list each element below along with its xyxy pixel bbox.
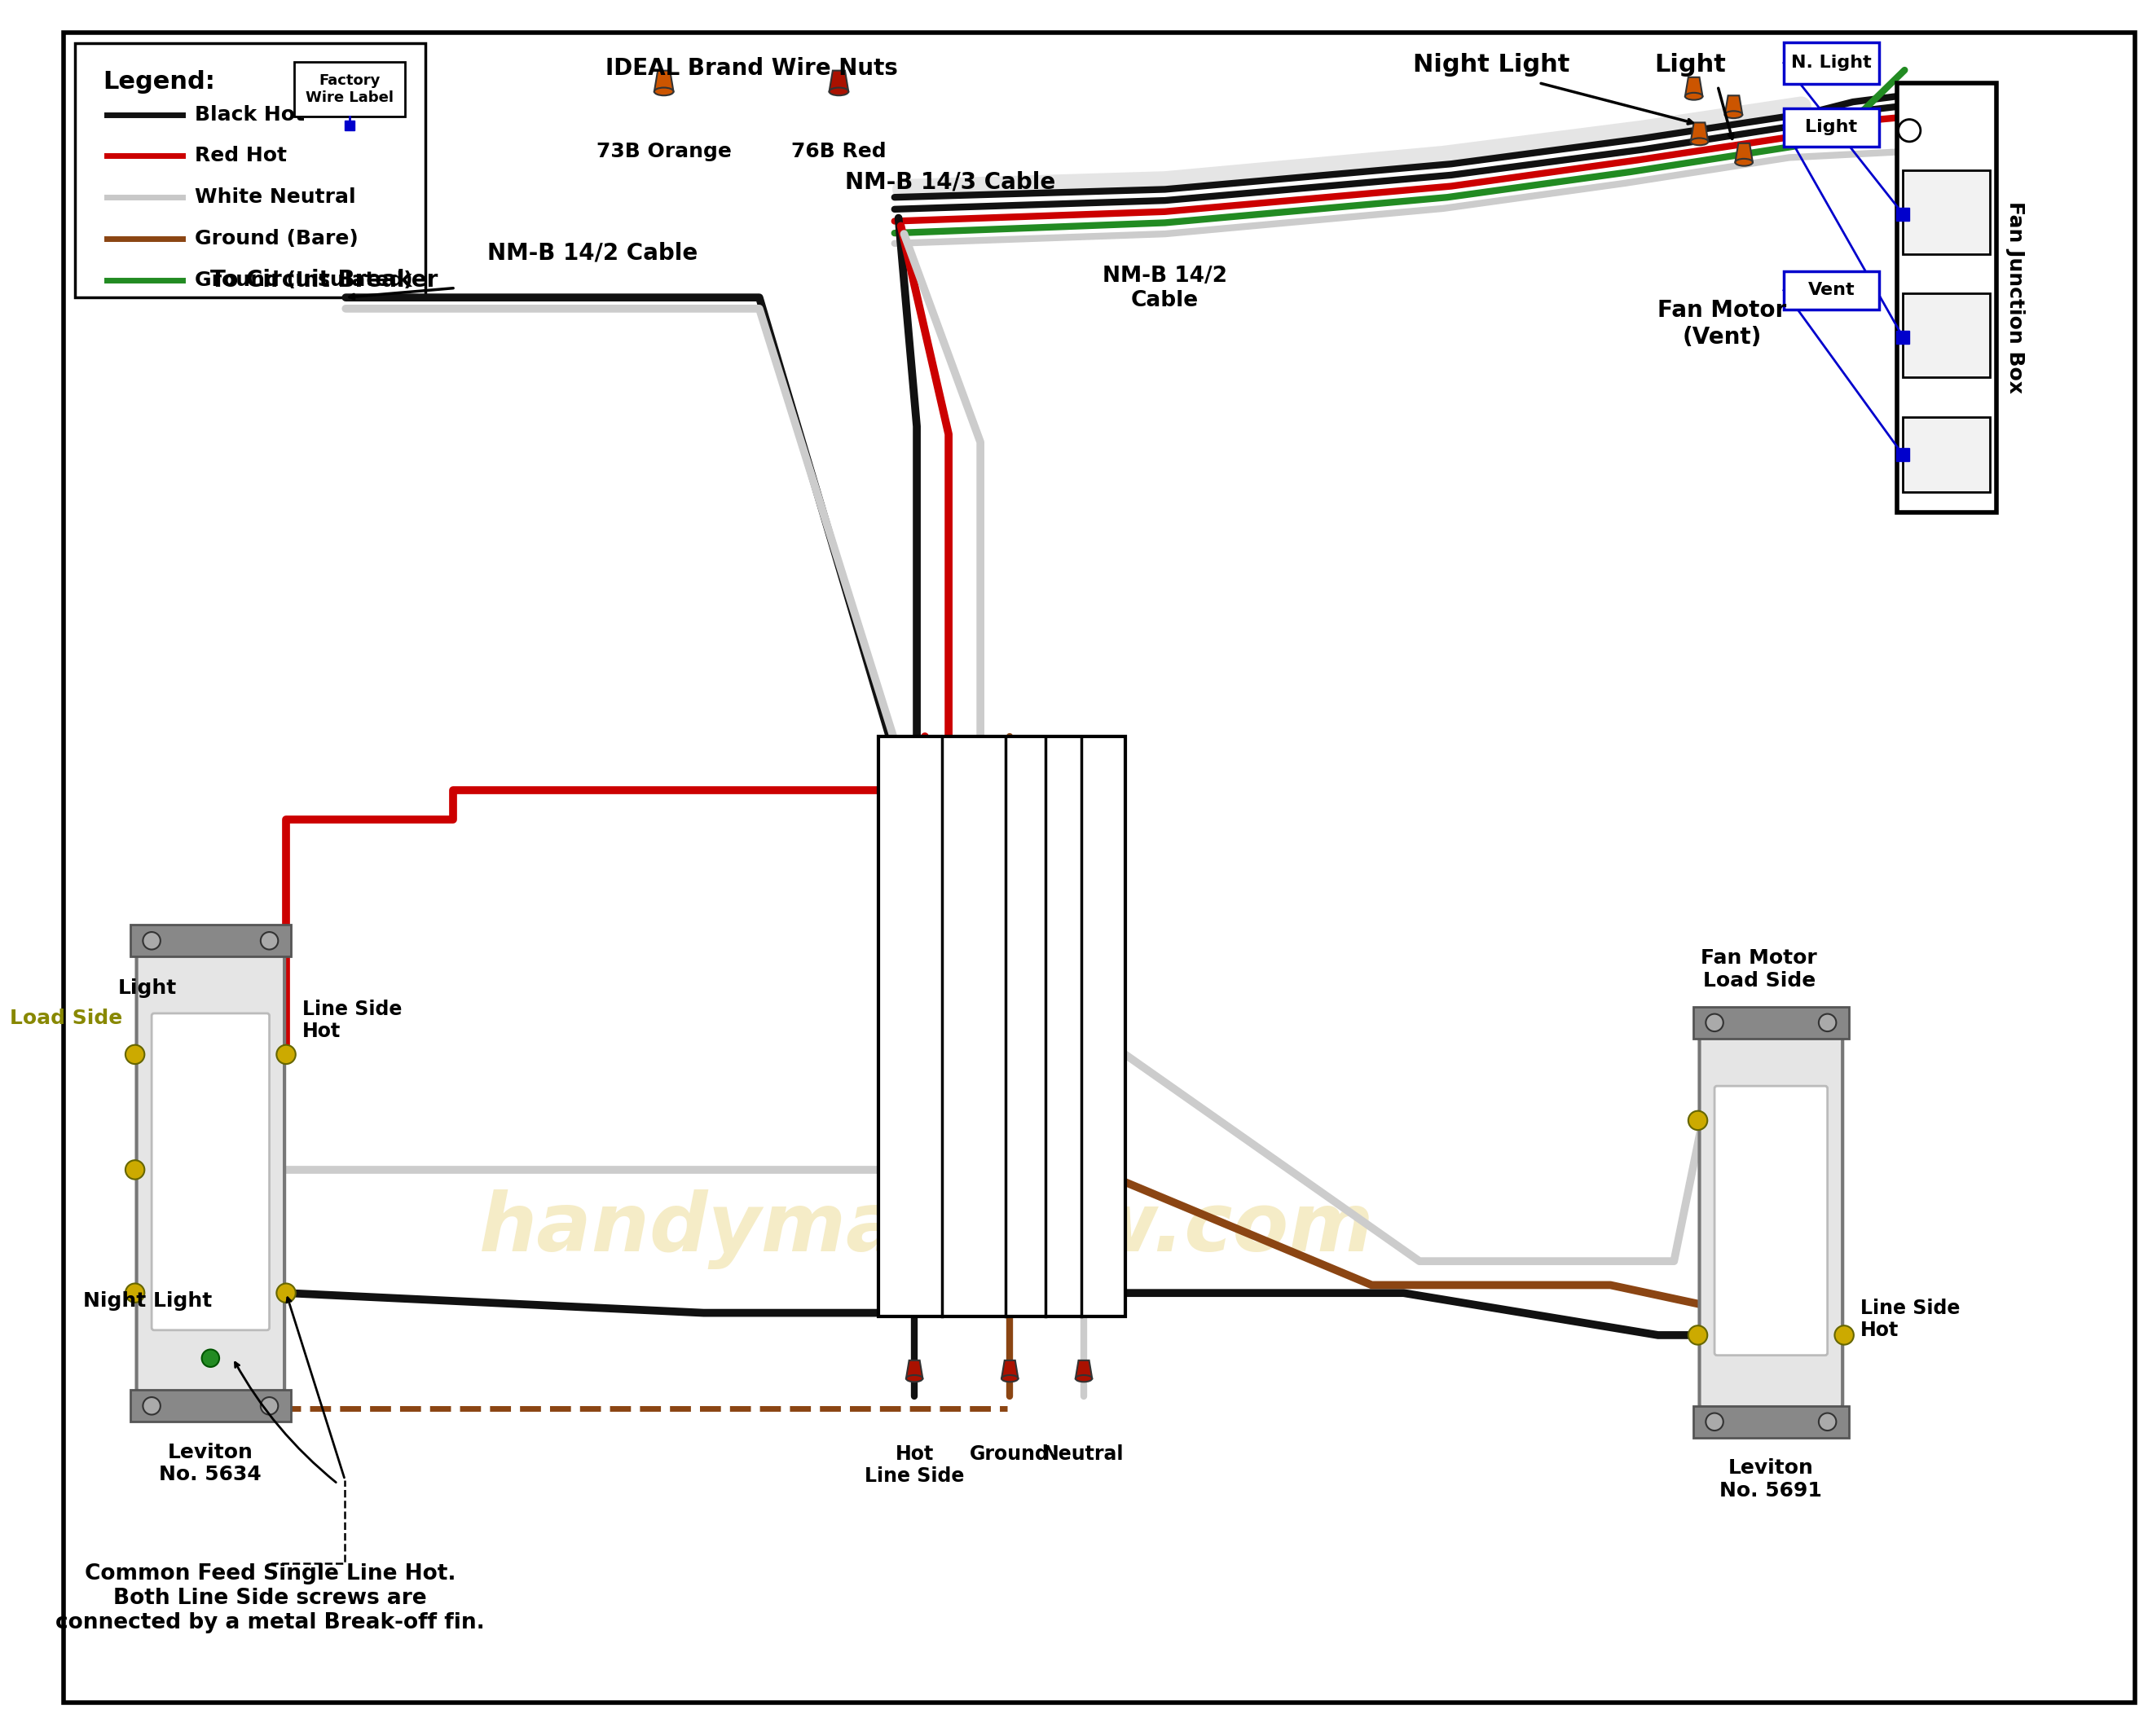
Circle shape (144, 932, 161, 950)
Text: 73B Orange: 73B Orange (597, 142, 732, 161)
FancyBboxPatch shape (131, 925, 290, 957)
Text: N. Light: N. Light (1791, 56, 1871, 71)
Text: Fan Motor
(Vent): Fan Motor (Vent) (1658, 299, 1787, 349)
Polygon shape (655, 71, 674, 92)
Text: Night Light: Night Light (1413, 52, 1570, 76)
Circle shape (1688, 1111, 1708, 1130)
Circle shape (277, 1045, 296, 1064)
Circle shape (125, 1283, 144, 1302)
Circle shape (260, 1397, 277, 1415)
Polygon shape (1690, 123, 1708, 142)
Polygon shape (1725, 95, 1742, 115)
Circle shape (125, 1160, 144, 1179)
Text: Ground (Bare): Ground (Bare) (195, 229, 359, 248)
Circle shape (1819, 1014, 1837, 1031)
Text: Light: Light (1654, 52, 1725, 76)
FancyBboxPatch shape (879, 736, 1126, 1318)
Text: Night Light: Night Light (84, 1292, 213, 1311)
Ellipse shape (1001, 1375, 1018, 1382)
Text: Leviton
No. 5634: Leviton No. 5634 (159, 1443, 262, 1484)
Text: Fan Motor
Load Side: Fan Motor Load Side (1701, 948, 1817, 991)
Circle shape (1834, 1326, 1854, 1345)
Polygon shape (1736, 144, 1753, 163)
FancyBboxPatch shape (1699, 1033, 1843, 1408)
Text: Line Side
Hot: Line Side Hot (303, 1000, 402, 1042)
Circle shape (202, 1349, 219, 1366)
Text: Load Side: Load Side (9, 1009, 122, 1028)
Text: White Neutral: White Neutral (195, 187, 357, 207)
Ellipse shape (1736, 158, 1753, 167)
Text: Ground: Ground (971, 1444, 1050, 1463)
Ellipse shape (1690, 139, 1708, 146)
Circle shape (1899, 120, 1920, 142)
Text: Light: Light (1804, 120, 1858, 135)
FancyBboxPatch shape (1903, 293, 1989, 377)
Text: Factory
Wire Label: Factory Wire Label (305, 73, 393, 104)
Text: Neutral: Neutral (1044, 1444, 1123, 1463)
Ellipse shape (1684, 92, 1703, 101)
FancyBboxPatch shape (131, 1391, 290, 1422)
FancyBboxPatch shape (1693, 1406, 1849, 1437)
FancyBboxPatch shape (153, 1014, 268, 1330)
Text: NM-B 14/2
Cable: NM-B 14/2 Cable (1102, 266, 1227, 311)
Text: Line Side
Hot: Line Side Hot (1860, 1299, 1959, 1340)
Text: Vent: Vent (1809, 283, 1856, 299)
Ellipse shape (655, 87, 674, 95)
Circle shape (277, 1283, 296, 1302)
FancyBboxPatch shape (137, 951, 284, 1392)
FancyBboxPatch shape (1783, 108, 1880, 146)
Text: To Circuit Breaker: To Circuit Breaker (211, 269, 438, 292)
Circle shape (1688, 1326, 1708, 1345)
Polygon shape (829, 71, 848, 92)
Polygon shape (1001, 1361, 1018, 1378)
Circle shape (1706, 1014, 1723, 1031)
Text: NM-B 14/3 Cable: NM-B 14/3 Cable (844, 170, 1055, 193)
FancyBboxPatch shape (1903, 417, 1989, 493)
Text: Legend:: Legend: (103, 69, 215, 94)
Text: Light: Light (118, 979, 176, 998)
Ellipse shape (1076, 1375, 1091, 1382)
Text: Leviton
No. 5691: Leviton No. 5691 (1721, 1458, 1822, 1500)
FancyBboxPatch shape (1903, 170, 1989, 253)
Polygon shape (906, 1361, 924, 1378)
Polygon shape (1076, 1361, 1091, 1378)
Ellipse shape (829, 87, 848, 95)
Text: 76B Red: 76B Red (790, 142, 887, 161)
FancyBboxPatch shape (1897, 83, 1995, 512)
Circle shape (1819, 1413, 1837, 1430)
Text: Fan Junction Box: Fan Junction Box (2006, 201, 2026, 394)
Ellipse shape (906, 1375, 924, 1382)
Text: Ground (Insulated): Ground (Insulated) (195, 271, 412, 290)
Ellipse shape (1725, 111, 1742, 118)
FancyBboxPatch shape (64, 33, 2135, 1703)
Text: NM-B 14/2 Cable: NM-B 14/2 Cable (488, 241, 698, 264)
Circle shape (125, 1045, 144, 1064)
Text: Common Feed Single Line Hot.
Both Line Side screws are
connected by a metal Brea: Common Feed Single Line Hot. Both Line S… (56, 1564, 485, 1634)
FancyBboxPatch shape (1783, 271, 1880, 309)
Text: IDEAL Brand Wire Nuts: IDEAL Brand Wire Nuts (606, 57, 898, 80)
FancyBboxPatch shape (1693, 1007, 1849, 1038)
Text: Red Hot: Red Hot (195, 146, 286, 165)
Polygon shape (1684, 76, 1703, 95)
Text: Hot
Line Side: Hot Line Side (863, 1444, 964, 1486)
FancyBboxPatch shape (294, 62, 406, 116)
Circle shape (1706, 1413, 1723, 1430)
Text: Black Hot: Black Hot (195, 104, 305, 125)
Text: handymanHow.com: handymanHow.com (479, 1189, 1375, 1269)
FancyBboxPatch shape (1783, 42, 1880, 83)
FancyBboxPatch shape (1714, 1087, 1828, 1356)
Circle shape (144, 1397, 161, 1415)
FancyBboxPatch shape (75, 43, 425, 297)
Circle shape (260, 932, 277, 950)
